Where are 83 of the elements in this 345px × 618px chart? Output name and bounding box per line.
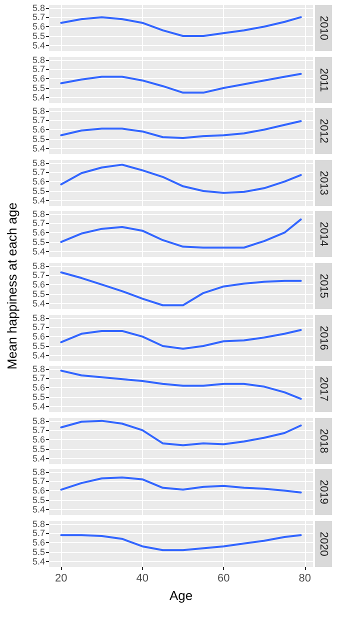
y-tick-label: 5.7 [32,270,45,280]
x-tick-label: 80 [298,572,311,584]
y-tick-label: 5.6 [32,73,45,84]
y-tick-label: 5.4 [32,92,45,102]
text: 2020 [318,532,330,556]
y-tick-label: 5.8 [32,106,45,116]
y-tick-label: 5.5 [32,288,45,299]
y-tick-label: 5.6 [32,434,45,444]
text: 2018 [318,428,330,454]
y-tick-label: 5.6 [32,22,45,32]
y-tick-label: 5.5 [32,495,45,506]
y-tick-label: 5.6 [32,331,45,342]
y-axis-title: Mean happiness at each age [4,202,20,370]
text: 2019 [318,480,330,505]
y-tick-label: 5.7 [32,528,45,538]
text: 2016 [318,325,330,350]
y-tick-label: 5.4 [32,453,45,464]
y-tick-label: 5.4 [32,504,45,515]
y-tick-label: 5.5 [32,237,45,248]
y-tick-label: 5.8 [32,2,45,13]
y-tick-label: 5.4 [32,402,45,412]
y-tick-label: 5.6 [32,176,45,186]
y-tick-label: 5.5 [32,134,45,144]
y-tick-label: 5.5 [32,340,45,351]
y-tick-label: 5.7 [32,373,45,384]
y-tick-label: 5.5 [32,546,45,557]
y-tick-label: 5.7 [32,218,45,229]
y-tick-label: 5.8 [32,158,45,168]
line-series [60,328,302,350]
text: 2011 [318,68,330,92]
line-series [60,534,302,552]
y-tick-label: 5.6 [32,280,45,290]
text: 2014 [318,222,330,247]
text: 2013 [318,170,330,196]
text: 2015 [318,274,330,298]
text: 2012 [318,118,330,144]
y-tick-label: 5.4 [32,556,45,566]
line-series [60,16,302,37]
line-series [60,271,302,306]
line-series [60,370,302,400]
y-tick-label: 5.4 [32,298,45,308]
y-tick-label: 5.5 [32,30,45,41]
y-tick-label: 5.5 [32,82,45,93]
y-tick-label: 5.4 [32,195,45,206]
line-series [60,72,302,94]
x-tick-label: 60 [218,572,230,584]
text: 2017 [318,376,330,402]
line-series [60,163,302,194]
y-tick-label: 5.8 [32,364,45,374]
y-tick-label: 5.8 [32,209,45,220]
x-tick-label: 20 [55,572,68,584]
y-tick-label: 5.8 [32,416,45,426]
line-series [60,218,302,250]
y-tick-label: 5.7 [32,476,45,487]
text: 2010 [318,16,330,40]
x-axis-title: Age [169,588,193,603]
y-tick-label: 5.7 [32,64,45,74]
y-tick-label: 5.6 [32,538,45,548]
x-tick-label: 40 [136,572,149,584]
y-tick-label: 5.4 [32,144,45,154]
y-tick-label: 5.8 [32,54,45,64]
y-tick-label: 5.7 [32,115,45,126]
y-tick-label: 5.6 [32,486,45,496]
y-tick-label: 5.6 [32,382,45,393]
y-tick-label: 5.7 [32,12,45,22]
y-tick-label: 5.7 [32,167,45,177]
y-tick-label: 5.7 [32,322,45,332]
line-series [60,476,302,494]
line-series [60,420,302,446]
line-series [60,120,302,140]
y-tick-label: 5.5 [32,186,45,196]
y-tick-label: 5.4 [32,40,45,50]
y-tick-label: 5.8 [32,518,45,529]
y-tick-label: 5.5 [32,392,45,402]
y-tick-label: 5.4 [32,350,45,360]
y-tick-label: 5.8 [32,467,45,478]
y-tick-label: 5.6 [32,228,45,238]
y-tick-label: 5.8 [32,260,45,271]
y-tick-label: 5.4 [32,246,45,257]
y-tick-label: 5.5 [32,444,45,454]
y-tick-label: 5.7 [32,425,45,435]
y-tick-label: 5.6 [32,124,45,135]
y-tick-label: 5.8 [32,312,45,322]
